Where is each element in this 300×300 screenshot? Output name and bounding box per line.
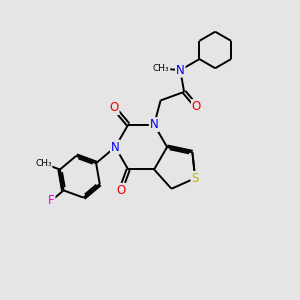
Text: O: O — [110, 101, 118, 114]
Text: F: F — [48, 194, 55, 207]
Text: O: O — [116, 184, 125, 197]
Text: S: S — [191, 172, 199, 185]
Text: CH₃: CH₃ — [153, 64, 169, 73]
Text: N: N — [111, 141, 120, 154]
Text: N: N — [150, 118, 158, 131]
Text: O: O — [192, 100, 201, 113]
Text: N: N — [176, 64, 185, 76]
Text: CH₃: CH₃ — [35, 159, 52, 168]
